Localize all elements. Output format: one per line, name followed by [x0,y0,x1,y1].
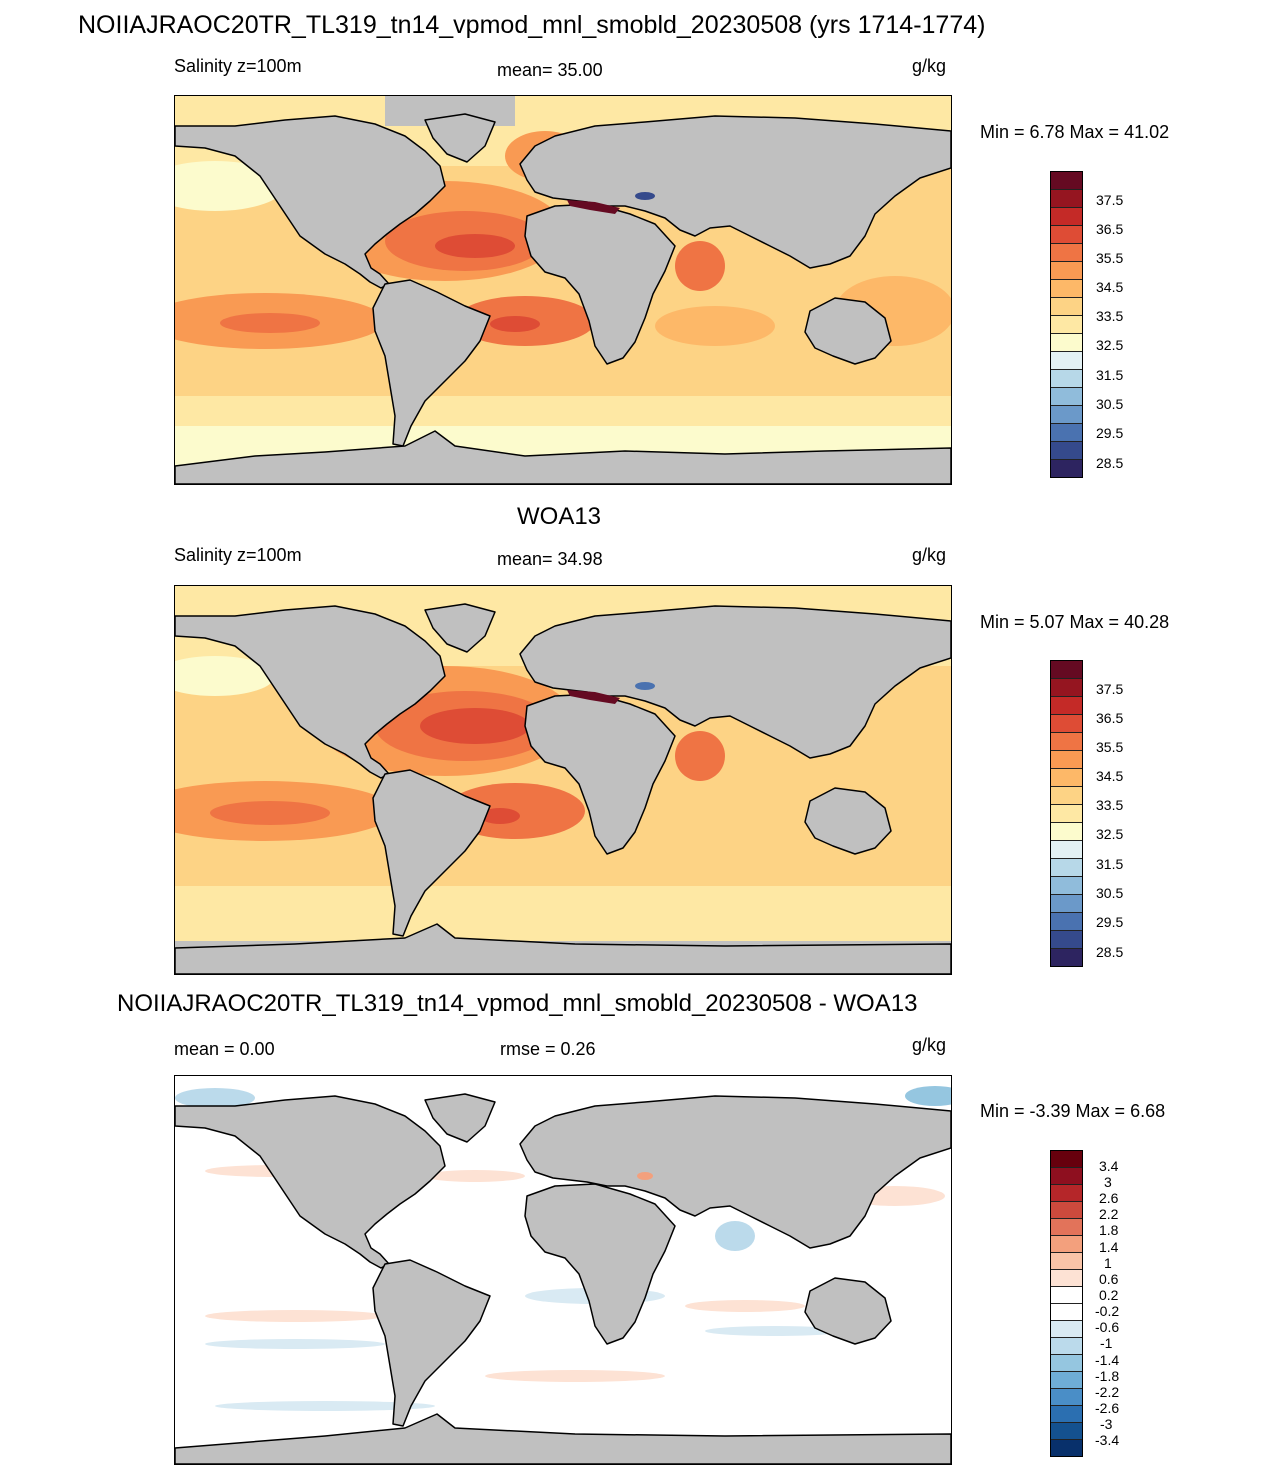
panel1-colorbar-tick: 33.5 [1096,308,1124,324]
africa-landmass [524,203,676,365]
panel3-colorbar-tick: -1.4 [1095,1352,1120,1368]
panel3-colorbar-tick: -2.2 [1095,1384,1120,1400]
panel3-colorbar-tick: 1.8 [1099,1222,1119,1238]
australia-landmass [804,787,892,855]
panel1-colorbar-tick: 32.5 [1096,337,1124,353]
panel2-title: WOA13 [517,503,602,530]
panel1-colorbar-tick: 36.5 [1096,221,1124,237]
panel3-colorbar-tick: -0.2 [1095,1303,1120,1319]
panel2-woa13-salinity-map [174,585,952,975]
antarctica-landmass [175,923,951,974]
panel2-colorbar-tick: 31.5 [1096,856,1124,872]
panel3-difference-map [174,1075,952,1465]
panel3-title: NOIIAJRAOC20TR_TL319_tn14_vpmod_mnl_smob… [117,990,918,1017]
panel1-colorbar-tick: 35.5 [1096,250,1124,266]
panel3-colorbar-tick: -2.6 [1095,1400,1120,1416]
panel2-colorbar-tick: 35.5 [1096,739,1124,755]
panel2-colorbar-tick: 36.5 [1096,710,1124,726]
panel2-colorbar-tick: 32.5 [1096,826,1124,842]
panel1-variable-label: Salinity z=100m [174,56,302,76]
panel2-units-label: g/kg [912,545,947,565]
panel3-colorbar-tick: 0.2 [1099,1287,1119,1303]
panel2-colorbar-tick: 30.5 [1096,885,1124,901]
panel3-colorbar-tick: -3.4 [1095,1432,1120,1448]
panel2-colorbar [1050,660,1083,967]
australia-landmass [804,297,892,365]
figure-title: NOIIAJRAOC20TR_TL319_tn14_vpmod_mnl_smob… [78,11,986,39]
panel2-minmax-label: Min = 5.07 Max = 40.28 [980,612,1170,632]
panel1-mean-label: mean= 35.00 [497,60,603,80]
panel3-colorbar-tick: 1.4 [1099,1239,1119,1255]
panel3-colorbar-tick: -1.8 [1095,1368,1120,1384]
greenland-landmass [424,113,496,163]
panel3-rmse-label: rmse = 0.26 [500,1039,596,1059]
greenland-landmass [424,1093,496,1143]
antarctica-landmass [175,430,951,484]
panel3-mean-label: mean = 0.00 [174,1039,275,1059]
panel2-colorbar-tick: 33.5 [1096,797,1124,813]
panel3-colorbar-tick: -3 [1100,1416,1113,1432]
panel3-colorbar-tick: 2.6 [1099,1190,1119,1206]
panel1-colorbar-tick: 31.5 [1096,367,1124,383]
panel2-mean-label: mean= 34.98 [497,549,603,569]
panel2-colorbar-tick: 29.5 [1096,914,1124,930]
north-america-landmass [175,115,446,289]
panel1-colorbar-tick: 37.5 [1096,192,1124,208]
panel2-colorbar-tick: 34.5 [1096,768,1124,784]
panel1-units-label: g/kg [912,56,947,76]
panel3-colorbar-tick: -0.6 [1095,1319,1120,1335]
panel1-model-salinity-map [174,95,952,485]
panel1-colorbar-tick: 28.5 [1096,455,1124,471]
panel3-colorbar-tick: 3.4 [1099,1158,1119,1174]
panel2-colorbar-tick: 37.5 [1096,681,1124,697]
australia-landmass [804,1277,892,1345]
greenland-landmass [424,603,496,653]
africa-landmass [524,1183,676,1345]
panel1-colorbar-tick: 34.5 [1096,279,1124,295]
africa-landmass [524,693,676,855]
south-america-landmass [372,279,491,447]
panel3-colorbar-tick: 2.2 [1099,1206,1119,1222]
north-america-landmass [175,605,446,779]
panel3-colorbar-tick: 3 [1104,1174,1112,1190]
antarctica-landmass [175,1413,951,1464]
panel1-colorbar-tick: 29.5 [1096,425,1124,441]
panel3-colorbar-tick: 0.6 [1099,1271,1119,1287]
panel3-colorbar [1050,1150,1083,1457]
panel3-units-label: g/kg [912,1035,947,1055]
panel3-colorbar-tick: 1 [1104,1255,1112,1271]
panel1-colorbar [1050,171,1083,478]
panel3-minmax-label: Min = -3.39 Max = 6.68 [980,1101,1166,1121]
panel3-colorbar-tick: -1 [1100,1335,1113,1351]
panel2-variable-label: Salinity z=100m [174,545,302,565]
panel1-colorbar-tick: 30.5 [1096,396,1124,412]
south-america-landmass [372,769,491,937]
north-america-landmass [175,1095,446,1269]
panel1-minmax-label: Min = 6.78 Max = 41.02 [980,122,1170,142]
panel2-colorbar-tick: 28.5 [1096,944,1124,960]
south-america-landmass [372,1259,491,1427]
